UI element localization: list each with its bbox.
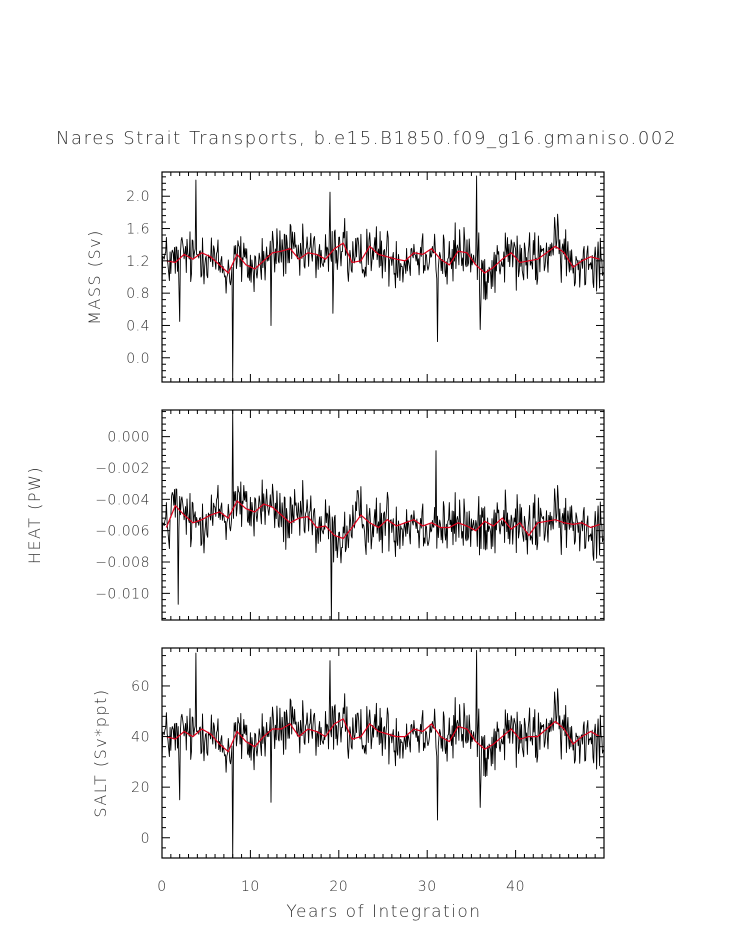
mass-y-axis-label: MASS (Sv) — [85, 229, 104, 325]
salt-y-tick-label: 40 — [131, 730, 150, 746]
heat-y-axis-label: HEAT (PW) — [25, 466, 44, 564]
panel-heat: −0.010 −0.008 −0.006 −0.004 −0.002 0.000 HEAT … — [25, 409, 605, 621]
heat-y-tick-label: −0.006 — [95, 524, 150, 540]
mass-y-tick-label: 0.0 — [126, 351, 150, 367]
heat-raw-series — [161, 409, 604, 621]
salt-y-tick-label: 60 — [131, 679, 150, 695]
heat-y-tick-label: −0.004 — [95, 492, 150, 508]
heat-y-tick-label: −0.008 — [95, 555, 150, 571]
mass-raw-series — [161, 175, 604, 383]
mass-y-tick-label: 1.2 — [126, 254, 150, 270]
x-axis-label: Years of Integration — [286, 902, 481, 922]
panel-mass: 0.0 0.4 0.8 1.2 1.6 2.0 MASS (Sv) — [85, 171, 605, 383]
mass-y-tick-label: 1.6 — [126, 222, 150, 238]
salt-y-tick-label: 0 — [141, 831, 150, 847]
x-tick-label: 0 — [157, 879, 166, 895]
x-tick-label: 10 — [241, 879, 260, 895]
heat-y-tick-label: 0.000 — [107, 430, 150, 446]
x-tick-label: 30 — [418, 879, 437, 895]
panel-salt: 0 20 40 60 SALT (Sv*ppt) — [91, 647, 605, 859]
mass-y-tick-label: 2.0 — [126, 189, 150, 205]
heat-y-tick-label: −0.010 — [95, 586, 150, 602]
salt-raw-series — [161, 650, 604, 859]
mass-y-tick-label: 0.4 — [126, 318, 150, 334]
x-tick-label: 40 — [506, 879, 525, 895]
salt-annual-mean-series — [166, 717, 600, 753]
heat-annual-mean-series — [165, 499, 600, 540]
heat-y-tick-label: −0.002 — [95, 461, 150, 477]
mass-annual-mean-series — [166, 242, 600, 274]
salt-y-axis-label: SALT (Sv*ppt) — [91, 688, 110, 817]
x-tick-label: 20 — [329, 879, 348, 895]
salt-y-tick-label: 20 — [131, 780, 150, 796]
mass-y-tick-label: 0.8 — [126, 286, 150, 302]
chart-title: Nares Strait Transports, b.e15.B1850.f09… — [55, 128, 677, 149]
